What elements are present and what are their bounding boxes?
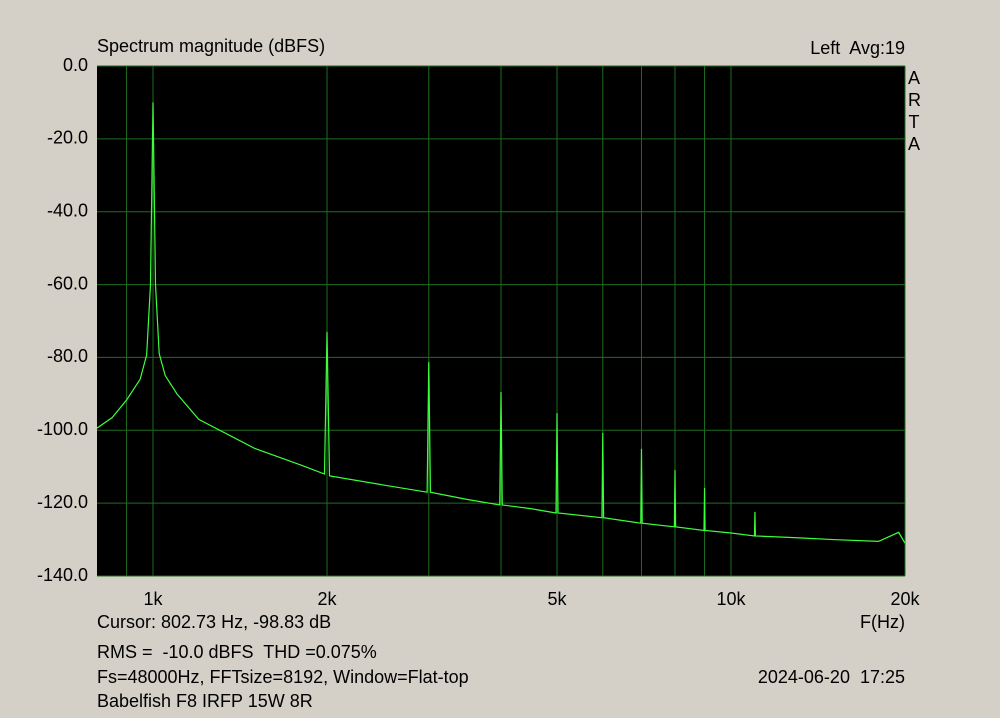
y-tick-label: -40.0 xyxy=(47,200,88,220)
annotation: Babelfish F8 IRFP 15W 8R xyxy=(97,691,313,711)
annotation: Fs=48000Hz, FFTsize=8192, Window=Flat-to… xyxy=(97,667,469,687)
x-axis-label: F(Hz) xyxy=(860,612,905,632)
y-tick-label: -20.0 xyxy=(47,128,88,148)
x-tick-label: 5k xyxy=(548,589,568,609)
x-tick-label: 1k xyxy=(144,589,164,609)
y-tick-label: 0.0 xyxy=(63,55,88,75)
channel-label: Left Avg:19 xyxy=(810,38,905,58)
annotation: RMS = -10.0 dBFS THD =0.075% xyxy=(97,642,377,662)
y-tick-label: -120.0 xyxy=(37,492,88,512)
x-tick-label: 2k xyxy=(317,589,337,609)
x-tick-label: 10k xyxy=(716,589,746,609)
x-tick-label: 20k xyxy=(890,589,920,609)
y-tick-label: -60.0 xyxy=(47,273,88,293)
watermark: ARTA xyxy=(908,68,921,154)
y-tick-label: -100.0 xyxy=(37,419,88,439)
spectrum-line xyxy=(97,102,905,544)
chart-title: Spectrum magnitude (dBFS) xyxy=(97,36,325,56)
annotation: Cursor: 802.73 Hz, -98.83 dB xyxy=(97,612,331,632)
y-tick-label: -80.0 xyxy=(47,346,88,366)
y-tick-label: -140.0 xyxy=(37,565,88,585)
timestamp: 2024-06-20 17:25 xyxy=(758,667,905,687)
